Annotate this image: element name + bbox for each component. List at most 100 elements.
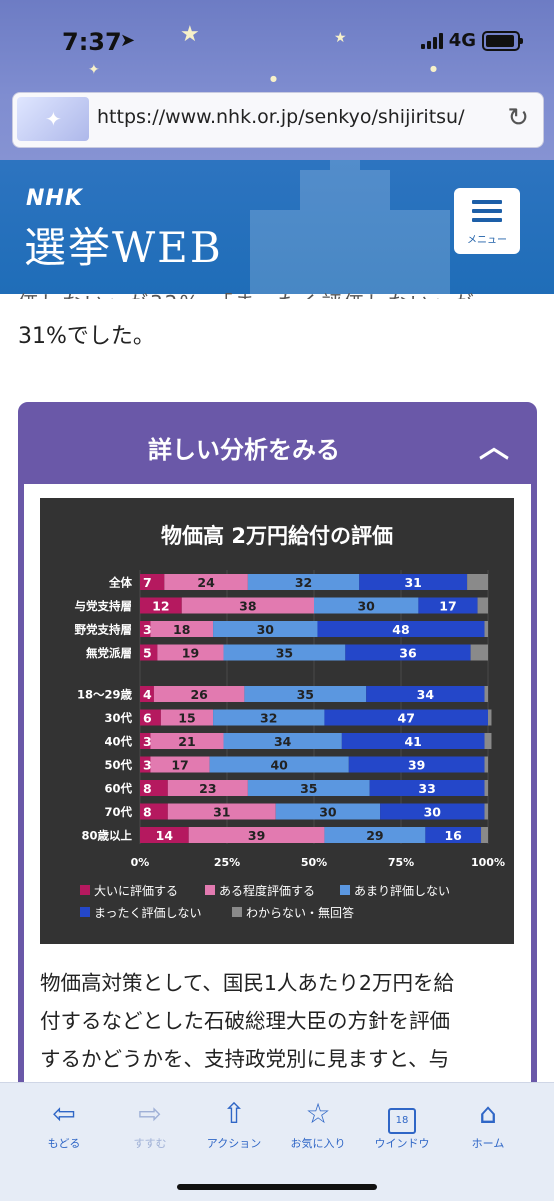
favorites-button[interactable]: ☆ お気に入り xyxy=(278,1097,358,1151)
bar-segment xyxy=(167,780,248,796)
article-text: 31%でした。 xyxy=(18,324,155,349)
address-bar[interactable]: https://www.nhk.or.jp/senkyo/shijiritsu/… xyxy=(12,92,544,148)
category-label: 40代 xyxy=(104,735,132,749)
bar-segment xyxy=(153,686,245,702)
windows-icon: 18 xyxy=(362,1097,442,1134)
windows-button[interactable]: 18 ウインドウ xyxy=(362,1097,442,1151)
bar-segment xyxy=(140,756,151,773)
site-header: NHK 選挙WEB メニュー xyxy=(0,160,554,294)
data-label: 30 xyxy=(319,805,337,820)
data-label: 17 xyxy=(171,758,188,773)
bar-segment xyxy=(369,780,485,796)
legend-swatch xyxy=(205,885,215,895)
bar-segment xyxy=(470,644,488,661)
bar-segment xyxy=(223,733,342,749)
data-label: 31 xyxy=(404,575,421,590)
star-decoration-icon: ★ xyxy=(334,30,347,46)
status-time: 7:37 xyxy=(62,28,122,56)
browser-toolbar: ⇦ もどる ⇨ すすむ ⇧ アクション ☆ お気に入り 18 ウインドウ ⌂ ホ… xyxy=(0,1082,554,1201)
data-label: 30 xyxy=(357,599,375,614)
forward-label: すすむ xyxy=(133,1137,167,1150)
category-label: 全体 xyxy=(108,576,132,590)
category-label: 70代 xyxy=(104,805,132,819)
action-label: アクション xyxy=(206,1137,262,1150)
nhk-logo[interactable]: NHK xyxy=(26,186,83,211)
x-tick-label: 100% xyxy=(471,856,505,869)
bar-segment xyxy=(484,756,488,773)
bar-segment xyxy=(341,733,485,749)
category-label: 18〜29歳 xyxy=(77,688,133,702)
bar-segment xyxy=(314,597,419,614)
bar-segment xyxy=(418,597,478,614)
data-label: 29 xyxy=(366,828,383,843)
data-label: 33 xyxy=(418,781,435,796)
back-label: もどる xyxy=(47,1137,81,1150)
star-decoration-icon: ★ xyxy=(180,22,200,47)
home-button[interactable]: ⌂ ホーム xyxy=(448,1097,528,1151)
network-type: 4G xyxy=(448,30,476,51)
share-icon: ⇧ xyxy=(222,1097,246,1130)
bar-segment xyxy=(150,733,224,749)
bar-segment xyxy=(425,827,482,843)
category-label: 与党支持層 xyxy=(75,599,133,613)
bar-segment xyxy=(150,621,214,637)
legend-label: あまり評価しない xyxy=(354,883,450,898)
bar-segment xyxy=(275,803,381,820)
data-label: 21 xyxy=(178,734,195,749)
data-label: 17 xyxy=(439,599,456,614)
action-button[interactable]: ⇧ アクション xyxy=(194,1097,274,1151)
menu-button[interactable]: メニュー xyxy=(454,188,520,254)
star-decoration-icon: ● xyxy=(270,74,277,83)
bar-segment xyxy=(167,803,276,820)
status-indicators: 4G xyxy=(420,30,523,51)
bar-segment xyxy=(150,756,210,773)
data-label: 3 xyxy=(143,622,152,637)
bar-segment xyxy=(157,644,224,661)
data-label: 14 xyxy=(156,828,174,843)
tab-thumbnail[interactable] xyxy=(17,97,89,141)
data-label: 18 xyxy=(173,622,190,637)
data-label: 34 xyxy=(274,734,292,749)
reload-icon[interactable]: ↻ xyxy=(507,103,529,133)
bar-segment xyxy=(324,827,426,843)
data-label: 30 xyxy=(424,805,442,820)
x-tick-label: 75% xyxy=(388,856,414,869)
bar-segment xyxy=(484,803,488,820)
url-text[interactable]: https://www.nhk.or.jp/senkyo/shijiritsu/ xyxy=(97,106,465,128)
data-label: 32 xyxy=(260,711,277,726)
home-indicator xyxy=(177,1184,377,1190)
forward-button[interactable]: ⇨ すすむ xyxy=(110,1097,190,1151)
category-label: 30代 xyxy=(104,711,132,725)
article-line: 付するなどとした石破総理大臣の方針を評価 xyxy=(40,1009,450,1033)
bar-segment xyxy=(140,574,165,590)
data-label: 35 xyxy=(297,687,314,702)
bar-segment xyxy=(223,644,346,661)
bar-segment xyxy=(488,709,492,726)
data-label: 39 xyxy=(408,758,425,773)
bar-segment xyxy=(140,686,154,702)
chevron-up-icon[interactable]: ︿ xyxy=(479,430,509,465)
legend-swatch xyxy=(80,907,90,917)
bar-segment xyxy=(484,686,488,702)
bar-segment xyxy=(484,621,488,637)
legend-swatch xyxy=(80,885,90,895)
bar-segment xyxy=(181,597,314,614)
data-label: 26 xyxy=(190,687,208,702)
chart: 物価高 2万円給付の評価 全体 7 24 32 31 与党支持層 12 38 30 17 野党支持層… xyxy=(40,498,514,944)
article-partial-line: 価しない」が32%、「まったく評価しない」が xyxy=(18,287,476,299)
back-button[interactable]: ⇦ もどる xyxy=(24,1097,104,1151)
data-label: 7 xyxy=(143,575,152,590)
signal-bars-icon xyxy=(420,32,443,49)
panel-header[interactable]: 詳しい分析をみる ︿ xyxy=(24,408,531,484)
windows-label: ウインドウ xyxy=(374,1137,430,1150)
data-label: 3 xyxy=(143,734,152,749)
bar-segment xyxy=(345,644,471,661)
data-label: 30 xyxy=(257,622,275,637)
category-label: 野党支持層 xyxy=(75,623,133,637)
site-title[interactable]: 選挙WEB xyxy=(24,223,223,272)
x-tick-label: 25% xyxy=(214,856,240,869)
category-label: 無党派層 xyxy=(86,646,132,660)
data-label: 34 xyxy=(417,687,435,702)
favorites-label: お気に入り xyxy=(290,1137,346,1150)
legend-label: まったく評価しない xyxy=(94,905,202,920)
